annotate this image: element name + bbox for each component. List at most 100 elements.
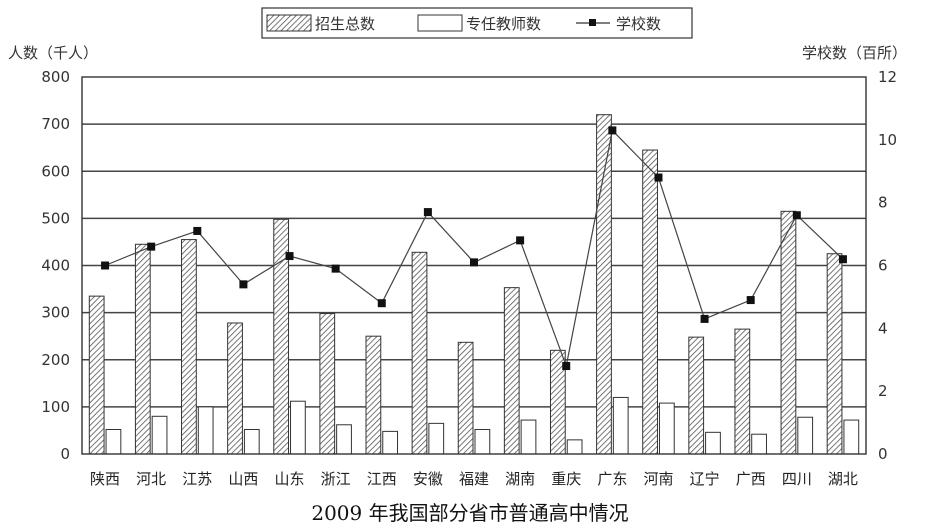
left-axis-title: 人数（千人）: [8, 44, 98, 62]
school-marker: [792, 211, 801, 220]
left-tick-label: 800: [41, 68, 70, 86]
legend-swatch-teachers: [417, 14, 463, 32]
category-label: 山东: [275, 470, 305, 488]
bar-enrollment: [734, 328, 751, 455]
category-label: 安徽: [413, 470, 443, 488]
category-label: 河南: [643, 470, 673, 488]
school-marker: [101, 261, 110, 270]
school-marker: [470, 258, 478, 267]
bar-teachers: [151, 415, 168, 455]
right-ticks: 0 2 4 6 8 10 12: [878, 68, 897, 463]
left-ticks: 0 100 200 300 400 500 600 700 800: [41, 68, 70, 463]
bar-teachers: [612, 396, 629, 455]
right-tick-label: 4: [878, 319, 888, 337]
school-marker: [700, 314, 709, 323]
legend-label-enrollment: 招生总数: [315, 15, 375, 33]
bar-teachers: [566, 439, 583, 455]
legend-marker-schools: [589, 19, 596, 26]
bar-enrollment: [181, 239, 197, 455]
category-label: 江西: [367, 470, 397, 488]
bar-enrollment: [457, 341, 474, 455]
category-label: 广西: [736, 470, 766, 488]
legend-label-schools: 学校数: [616, 15, 661, 33]
right-tick-label: 10: [878, 131, 897, 149]
category-label: 辽宁: [690, 470, 720, 488]
bar-enrollment: [826, 253, 843, 455]
chart-caption: 2009 年我国部分省市普通高中情况: [311, 501, 628, 525]
school-marker: [608, 126, 617, 135]
bar-teachers: [705, 431, 721, 455]
school-marker: [838, 255, 847, 264]
bar-enrollment: [411, 251, 428, 455]
school-marker: [285, 252, 294, 261]
bar-teachers: [520, 419, 537, 455]
left-tick-label: 0: [60, 445, 70, 463]
bar-teachers: [336, 424, 352, 455]
bar-enrollment: [596, 114, 612, 455]
bar-teachers: [751, 433, 767, 455]
category-label: 江苏: [182, 470, 212, 488]
bar-teachers: [290, 400, 306, 455]
school-line: [101, 126, 847, 371]
bar-enrollment: [688, 336, 705, 455]
category-label: 湖北: [828, 470, 858, 488]
school-marker: [562, 362, 571, 371]
school-marker: [516, 236, 525, 245]
category-label: 湖南: [505, 470, 535, 488]
school-marker: [423, 208, 432, 217]
legend-swatch-enrollment: [266, 14, 312, 32]
category-label: 四川: [782, 470, 812, 488]
bar-teachers: [843, 419, 860, 455]
bar-teachers: [243, 428, 260, 455]
category-label: 山西: [228, 470, 258, 488]
bar-teachers: [658, 402, 675, 455]
school-marker: [654, 173, 663, 182]
bar-enrollment: [227, 322, 243, 455]
left-tick-label: 500: [41, 209, 70, 227]
legend: 招生总数 专任教师数 学校数: [261, 7, 693, 39]
school-marker: [746, 296, 755, 305]
right-tick-label: 6: [878, 257, 888, 275]
legend-label-teachers: 专任教师数: [466, 15, 541, 33]
bar-enrollment: [642, 149, 658, 455]
plot-frame: [81, 76, 867, 455]
category-label: 河北: [136, 470, 166, 488]
school-marker: [377, 299, 386, 308]
bar-enrollment: [88, 295, 105, 455]
category-label: 浙江: [321, 470, 351, 488]
bar-enrollment: [503, 287, 520, 455]
bars: [88, 114, 860, 455]
right-tick-label: 0: [878, 445, 888, 463]
category-label: 广东: [597, 470, 627, 488]
bar-enrollment: [780, 210, 797, 455]
bar-enrollment: [134, 243, 151, 455]
bar-teachers: [105, 428, 122, 455]
category-label: 福建: [459, 470, 489, 488]
legend-frame: [261, 7, 693, 39]
left-tick-label: 600: [41, 162, 70, 180]
bar-teachers: [474, 428, 491, 455]
left-tick-label: 700: [41, 115, 70, 133]
left-tick-label: 200: [41, 351, 70, 369]
right-tick-label: 8: [878, 194, 888, 212]
bar-enrollment: [365, 335, 382, 455]
right-axis-title: 学校数（百所）: [802, 44, 907, 62]
category-label: 陕西: [90, 470, 120, 488]
right-tick-label: 12: [878, 68, 897, 86]
school-marker: [331, 264, 340, 273]
plot-border: [81, 76, 867, 455]
bar-teachers: [382, 430, 399, 455]
school-marker: [193, 226, 202, 235]
bar-enrollment: [319, 313, 336, 455]
category-labels: 陕西 河北 江苏 山西 山东 浙江 江西 安徽 福建 湖南 重庆 广东 河南 辽宁 广西 四川 湖北: [90, 470, 858, 488]
school-marker: [239, 280, 248, 289]
left-tick-label: 400: [41, 257, 70, 275]
left-tick-label: 300: [41, 304, 70, 322]
bar-teachers: [428, 422, 445, 455]
category-label: 重庆: [551, 470, 581, 488]
left-tick-label: 100: [41, 398, 70, 416]
right-tick-label: 2: [878, 382, 888, 400]
school-line-path: [104, 129, 844, 369]
school-marker: [147, 242, 156, 251]
